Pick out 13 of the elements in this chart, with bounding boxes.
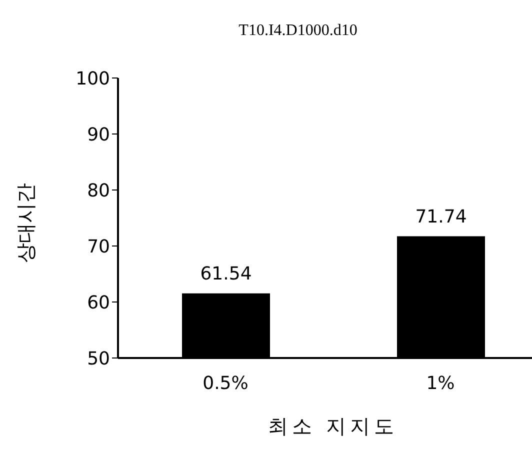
x-tick-label: 1%	[426, 372, 455, 394]
data-label: 71.74	[415, 206, 467, 228]
y-tick-label: 80	[87, 180, 110, 202]
y-tick-label: 70	[87, 236, 110, 258]
y-tick-label: 60	[87, 292, 110, 314]
y-axis-title: 상대시간	[12, 183, 38, 263]
chart-title: T10.I4.D1000.d10	[238, 22, 358, 40]
x-tick-label: 0.5%	[202, 372, 248, 394]
y-tick-label: 90	[87, 124, 110, 146]
y-tick-label: 100	[76, 68, 110, 90]
x-axis-title: 최소 지지도	[266, 413, 400, 440]
data-label: 61.54	[200, 263, 252, 284]
y-tick-label: 50	[87, 348, 110, 370]
